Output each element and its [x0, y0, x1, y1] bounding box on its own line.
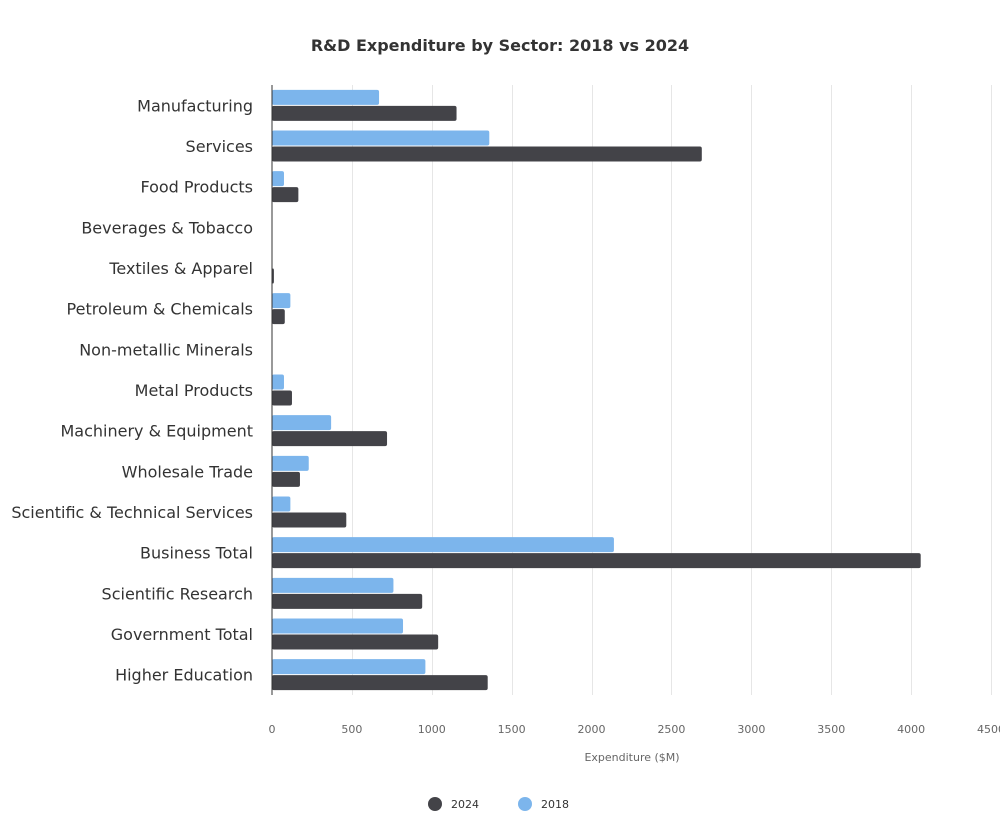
category-label: Government Total: [111, 625, 253, 644]
x-tick-label: 4000: [897, 723, 925, 736]
bar-2018[interactable]: [272, 455, 309, 471]
bar-2024[interactable]: [272, 675, 488, 691]
category-label: Food Products: [140, 178, 253, 197]
category-labels: Manufacturing Services Food Products Bevera…: [11, 96, 253, 684]
bar-2024[interactable]: [272, 593, 423, 609]
bar-2018[interactable]: [272, 618, 404, 634]
bar-2024[interactable]: [272, 105, 457, 121]
bar-2018[interactable]: [272, 659, 426, 675]
category-label: Petroleum & Chemicals: [67, 300, 253, 319]
legend-item-2018[interactable]: 2018: [518, 797, 569, 811]
x-tick-label: 3500: [817, 723, 845, 736]
bar-2018[interactable]: [272, 415, 332, 431]
x-tick-label: 0: [269, 723, 276, 736]
legend-label: 2018: [541, 798, 569, 811]
category-label: Textiles & Apparel: [108, 259, 253, 278]
chart-title: R&D Expenditure by Sector: 2018 vs 2024: [311, 36, 689, 55]
bar-2018[interactable]: [272, 130, 490, 146]
bar-2024[interactable]: [272, 309, 285, 325]
category-label: Scientific & Technical Services: [11, 503, 253, 522]
x-tick-label: 2000: [578, 723, 606, 736]
legend-marker: [518, 797, 532, 811]
legend-item-2024[interactable]: 2024: [428, 797, 479, 811]
x-tick-label: 3000: [737, 723, 765, 736]
category-label: Higher Education: [115, 666, 253, 685]
bar-2024[interactable]: [272, 512, 347, 528]
bar-2018[interactable]: [272, 293, 291, 309]
bar-2018[interactable]: [272, 89, 380, 105]
category-label: Business Total: [140, 544, 253, 563]
bar-2018[interactable]: [272, 171, 284, 187]
x-tick-labels: 0 500 1000 1500 2000 2500 3000 3500 4000 4500: [269, 723, 1000, 736]
bar-2024[interactable]: [272, 553, 921, 569]
legend-label: 2024: [451, 798, 479, 811]
x-tick-label: 4500: [977, 723, 1000, 736]
category-label: Metal Products: [135, 381, 253, 400]
category-label: Beverages & Tobacco: [81, 218, 253, 237]
x-axis-title: Expenditure ($M): [584, 751, 679, 764]
category-label: Scientific Research: [102, 584, 253, 603]
category-label: Non-metallic Minerals: [79, 340, 253, 359]
legend: 2024 2018: [428, 797, 569, 811]
bar-2018[interactable]: [272, 577, 394, 593]
category-label: Manufacturing: [137, 96, 253, 115]
x-tick-label: 2500: [657, 723, 685, 736]
category-label: Wholesale Trade: [122, 462, 253, 481]
bar-2024[interactable]: [272, 431, 388, 447]
x-tick-label: 1500: [498, 723, 526, 736]
bar-2018[interactable]: [272, 537, 614, 553]
x-tick-label: 500: [341, 723, 362, 736]
bars-group: [272, 89, 921, 691]
gridlines: [352, 85, 992, 695]
bar-2024[interactable]: [272, 634, 439, 650]
x-tick-label: 1000: [418, 723, 446, 736]
category-label: Services: [186, 137, 253, 156]
bar-2024[interactable]: [272, 187, 299, 203]
category-label: Machinery & Equipment: [60, 422, 253, 441]
legend-marker: [428, 797, 442, 811]
bar-2018[interactable]: [272, 374, 284, 390]
bar-2024[interactable]: [272, 390, 292, 406]
bar-2024[interactable]: [272, 146, 702, 162]
bar-2018[interactable]: [272, 496, 291, 512]
bar-2024[interactable]: [272, 471, 300, 487]
